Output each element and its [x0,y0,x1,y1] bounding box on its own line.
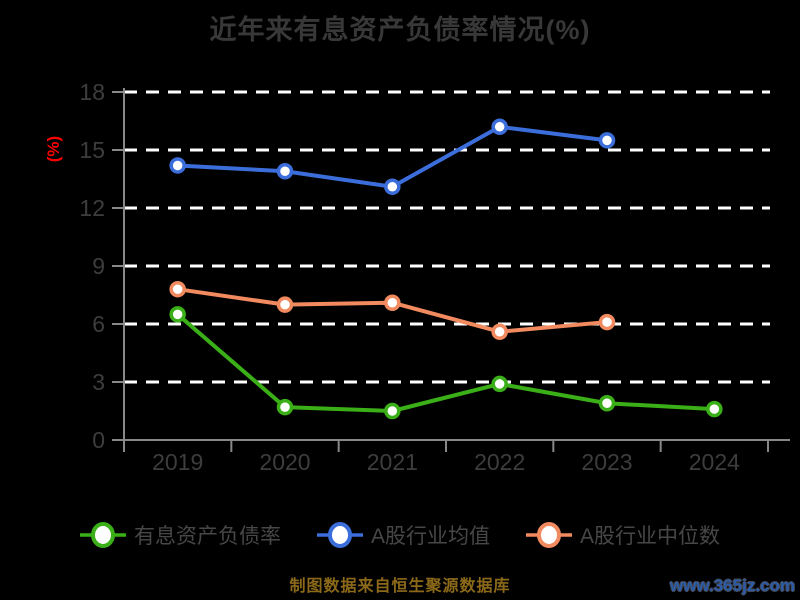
data-point-marker [598,395,616,412]
chart-svg: 0 3 6 9 12 15 18 2019 2020 2021 2022 2023 2024 [79,79,790,475]
series-line [176,312,715,413]
legend-item-label: A股行业均值 [370,525,490,548]
series-A股行业均值 [169,118,616,195]
y-tick-label: 9 [92,253,105,279]
data-point-marker [706,400,723,418]
legend-item-有息资产负债率: 有息资产负债率 [79,520,281,550]
legend-item-label: A股行业中位数 [580,525,721,548]
x-tick-label: 2024 [689,449,740,475]
x-tick-label: 2022 [474,449,525,475]
legend-marker-icon [526,522,572,548]
data-point-marker [384,402,401,420]
x-tick-label: 2023 [581,449,632,475]
chart-canvas: 0 3 6 9 12 15 18 2019 2020 2021 2022 2023 2024 [79,79,790,475]
x-tick-label: 2019 [152,449,203,475]
legend-item-label: 有息资产负债率 [133,525,281,548]
axes: 0 3 6 9 12 15 18 2019 2020 2021 2022 2023 2024 [79,79,790,475]
chart-title: 近年来有息资产负债率情况(%) [209,15,591,45]
legend-item-A股行业均值: A股行业均值 [316,520,490,550]
data-point-marker [598,132,616,149]
y-tick-label: 6 [92,311,105,337]
source-note: 制图数据来自恒生聚源数据库 [289,578,511,595]
y-tick-label: 15 [79,137,105,163]
legend-marker-icon [316,522,363,548]
x-tick-label: 2020 [259,449,310,475]
y-tick-label: 12 [79,195,105,221]
series-A股行业中位数 [169,280,616,340]
data-point-marker [169,306,186,323]
data-point-marker [491,118,508,136]
legend: 有息资产负债率 A股行业均值 A股行业中位数 [0,514,800,556]
data-point-marker [491,323,508,340]
series-有息资产负债率 [169,306,723,420]
data-point-marker [598,313,616,331]
x-tick-label: 2021 [367,449,418,475]
data-point-marker [276,163,294,180]
data-point-marker [491,375,508,393]
data-point-marker [276,296,294,313]
y-tick-label: 3 [92,369,105,395]
data-point-marker [276,398,294,416]
y-gridlines [124,90,770,384]
series-line [177,124,608,189]
y-tick-label: 0 [92,427,105,453]
data-point-marker [384,178,401,195]
data-point-marker [384,294,401,311]
watermark-link[interactable]: www.365jz.com [669,576,795,595]
y-tick-label: 18 [79,79,105,105]
data-point-marker [169,157,186,174]
legend-marker-icon [79,522,126,548]
data-point-marker [169,280,186,298]
legend-item-A股行业中位数: A股行业中位数 [526,520,720,550]
